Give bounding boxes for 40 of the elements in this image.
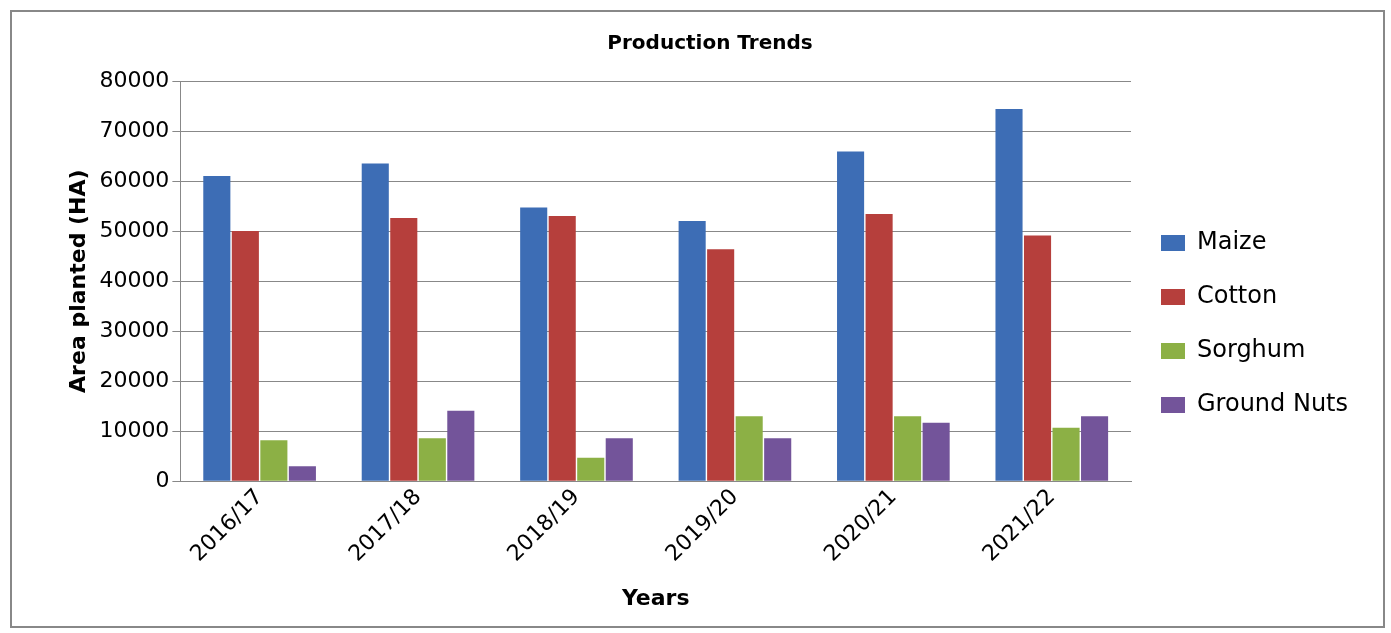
x-axis-title: Years <box>620 584 690 610</box>
bar <box>1052 427 1080 481</box>
bar <box>390 218 418 481</box>
legend-label: Cotton <box>1197 281 1278 310</box>
bar <box>260 440 288 481</box>
bar <box>707 249 735 481</box>
chart-title: Production Trends <box>607 30 813 55</box>
bar <box>361 163 389 481</box>
bar <box>288 466 316 481</box>
bar <box>577 457 605 481</box>
bar <box>520 207 548 481</box>
legend-label: Sorghum <box>1197 335 1306 364</box>
y-tick-label: 40000 <box>99 266 170 292</box>
legend-label: Maize <box>1197 227 1267 256</box>
y-tick-label: 50000 <box>99 216 170 242</box>
bar <box>922 422 950 481</box>
bar <box>735 416 763 481</box>
bar <box>865 214 893 481</box>
bar <box>605 438 633 481</box>
bar <box>231 231 259 481</box>
bar <box>1081 416 1109 481</box>
y-tick-label: 10000 <box>99 416 170 442</box>
y-tick-label: 0 <box>155 467 170 493</box>
bar <box>447 410 475 481</box>
bar <box>1023 235 1052 481</box>
y-tick-label: 20000 <box>99 366 170 392</box>
bar <box>995 109 1023 481</box>
bar <box>894 416 922 481</box>
y-tick-label: 30000 <box>99 316 170 342</box>
y-tick-label: 70000 <box>99 116 170 142</box>
bar <box>203 176 231 481</box>
y-axis-title: Area planted (HA) <box>64 169 90 393</box>
y-tick-label: 60000 <box>99 166 170 192</box>
y-tick-label: 80000 <box>99 66 170 92</box>
bar <box>837 151 865 481</box>
bar <box>678 221 706 481</box>
bar <box>418 438 446 481</box>
bar <box>548 216 576 481</box>
bar <box>764 438 792 481</box>
legend-label: Ground Nuts <box>1197 389 1348 418</box>
